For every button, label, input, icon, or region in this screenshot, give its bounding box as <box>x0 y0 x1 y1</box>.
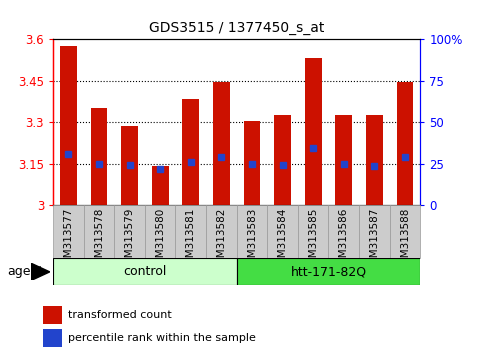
Bar <box>237 205 267 258</box>
Bar <box>359 205 390 258</box>
Text: GSM313578: GSM313578 <box>94 208 104 272</box>
Text: GSM313580: GSM313580 <box>155 208 165 271</box>
Text: GSM313579: GSM313579 <box>125 208 135 272</box>
Bar <box>183 98 199 205</box>
Bar <box>305 58 322 205</box>
Text: agent: agent <box>7 266 43 278</box>
Bar <box>274 115 291 205</box>
Text: GSM313587: GSM313587 <box>369 208 379 272</box>
Text: GSM313581: GSM313581 <box>186 208 196 272</box>
Bar <box>43 306 62 324</box>
Bar <box>328 205 359 258</box>
Text: htt-171-82Q: htt-171-82Q <box>290 265 367 278</box>
Title: GDS3515 / 1377450_s_at: GDS3515 / 1377450_s_at <box>149 21 325 35</box>
Bar <box>114 205 145 258</box>
Bar <box>390 205 420 258</box>
Bar <box>243 121 260 205</box>
Bar <box>53 258 237 285</box>
Bar <box>91 108 107 205</box>
Bar <box>366 115 383 205</box>
Text: GSM313582: GSM313582 <box>216 208 227 272</box>
Text: GSM313588: GSM313588 <box>400 208 410 272</box>
Text: control: control <box>123 265 167 278</box>
Text: GSM313584: GSM313584 <box>278 208 287 272</box>
Bar <box>206 205 237 258</box>
Text: GSM313585: GSM313585 <box>308 208 318 272</box>
Bar <box>298 205 328 258</box>
Text: GSM313583: GSM313583 <box>247 208 257 272</box>
Text: transformed count: transformed count <box>68 310 171 320</box>
Bar <box>267 205 298 258</box>
Bar <box>43 329 62 347</box>
Bar <box>335 115 352 205</box>
Text: GSM313577: GSM313577 <box>63 208 73 272</box>
Polygon shape <box>31 263 50 280</box>
Text: GSM313586: GSM313586 <box>339 208 349 272</box>
Bar <box>237 258 420 285</box>
Bar <box>397 82 413 205</box>
Bar <box>145 205 175 258</box>
Bar <box>84 205 114 258</box>
Bar <box>60 46 77 205</box>
Bar <box>53 205 84 258</box>
Bar <box>175 205 206 258</box>
Bar <box>121 126 138 205</box>
Text: percentile rank within the sample: percentile rank within the sample <box>68 333 256 343</box>
Bar <box>213 82 230 205</box>
Bar <box>152 166 169 205</box>
